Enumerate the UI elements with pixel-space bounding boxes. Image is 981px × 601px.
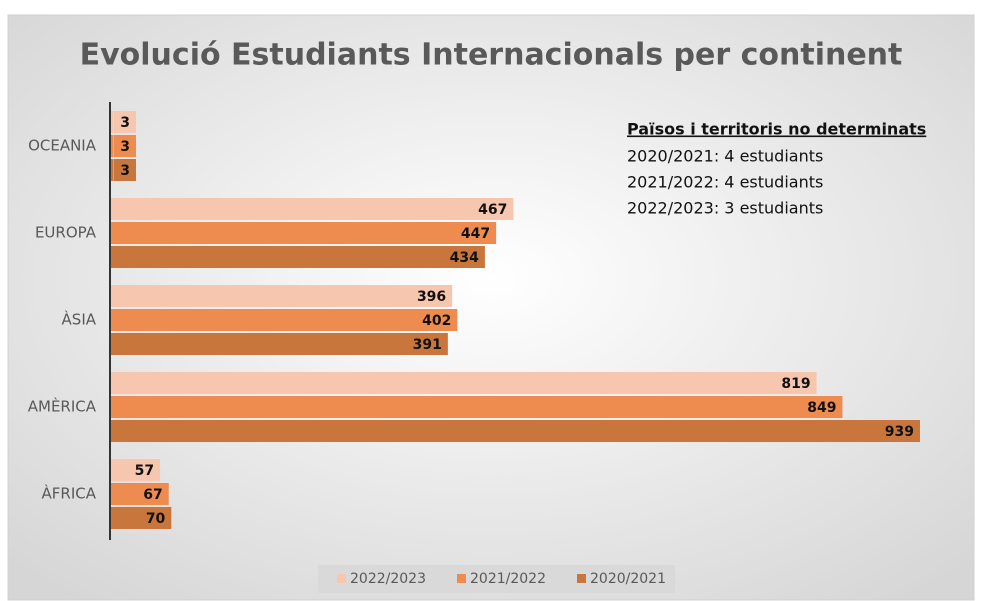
annotation-line: 2021/2022: 4 estudiants xyxy=(627,173,823,192)
bar xyxy=(111,111,114,133)
bar xyxy=(111,222,497,244)
data-label: 819 xyxy=(781,376,810,392)
data-label: 939 xyxy=(885,424,914,440)
data-label: 67 xyxy=(143,487,162,503)
data-label: 3 xyxy=(120,139,130,155)
bar xyxy=(111,507,172,529)
data-label: 3 xyxy=(120,163,130,179)
bar xyxy=(111,309,458,331)
chart-title: Evolució Estudiants Internacionals per c… xyxy=(80,38,903,73)
data-label: 396 xyxy=(417,289,446,305)
data-label: 57 xyxy=(135,463,154,479)
bar xyxy=(111,246,485,268)
annotation-line: 2022/2023: 3 estudiants xyxy=(627,199,823,218)
bar xyxy=(111,420,920,442)
legend-label: 2020/2021 xyxy=(590,571,666,587)
label-box xyxy=(114,135,136,157)
bar xyxy=(111,159,114,181)
chart-background xyxy=(7,14,975,601)
data-label: 70 xyxy=(146,511,166,527)
legend-box xyxy=(318,565,675,593)
bar xyxy=(111,459,161,481)
annotation-title: Països i territoris no determinats xyxy=(627,120,926,139)
data-label: 402 xyxy=(422,313,451,329)
label-box xyxy=(114,159,136,181)
bar xyxy=(111,372,817,394)
data-label: 3 xyxy=(120,115,130,131)
category-label: AMÈRICA xyxy=(28,397,97,416)
legend-swatch xyxy=(337,574,346,583)
data-label: 447 xyxy=(461,226,490,242)
category-label: EUROPA xyxy=(35,224,97,242)
category-label: ÀFRICA xyxy=(42,484,97,503)
data-label: 467 xyxy=(478,202,507,218)
bar xyxy=(111,396,843,418)
legend-label: 2021/2022 xyxy=(470,571,546,587)
bar xyxy=(111,333,448,355)
bar xyxy=(111,135,114,157)
data-label: 391 xyxy=(413,337,442,353)
category-label: ÀSIA xyxy=(62,310,97,329)
data-label: 849 xyxy=(807,400,836,416)
bar xyxy=(111,198,514,220)
bar xyxy=(111,285,453,307)
data-label: 434 xyxy=(450,250,479,266)
category-label: OCEANIA xyxy=(28,137,97,155)
legend-label: 2022/2023 xyxy=(350,571,426,587)
bar xyxy=(111,483,169,505)
annotation-line: 2020/2021: 4 estudiants xyxy=(627,147,823,166)
legend-swatch xyxy=(577,574,586,583)
label-box xyxy=(114,111,136,133)
legend-swatch xyxy=(457,574,466,583)
